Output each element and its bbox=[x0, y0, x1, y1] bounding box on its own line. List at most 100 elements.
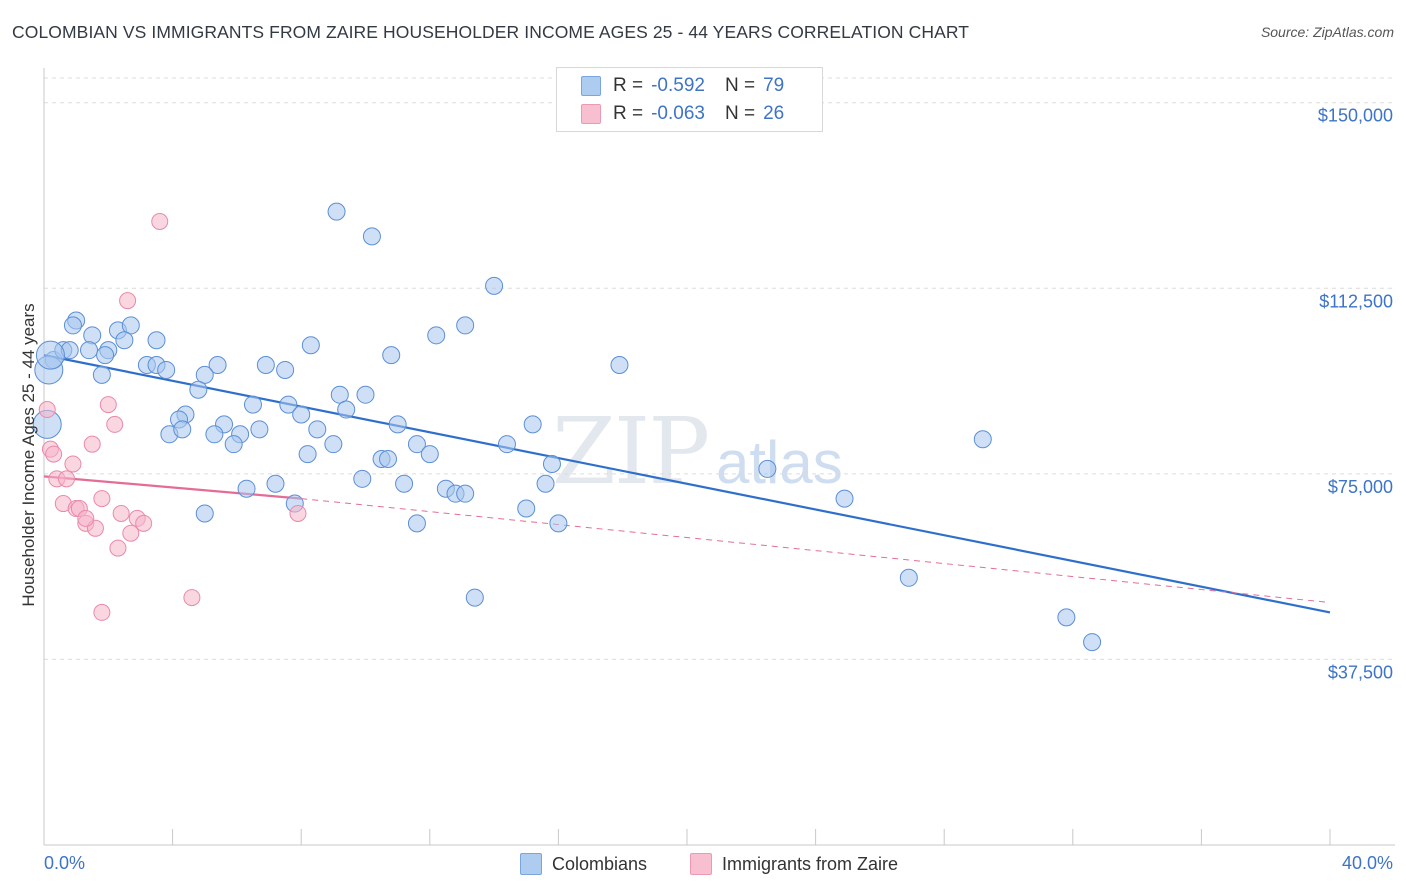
colombian-point bbox=[356, 385, 375, 404]
colombian-point bbox=[835, 489, 854, 508]
zaire-point bbox=[112, 504, 130, 522]
colombian-point bbox=[353, 469, 372, 488]
colombian-point bbox=[456, 316, 475, 335]
trend-lines bbox=[43, 354, 1331, 614]
colombian-point bbox=[279, 395, 298, 414]
watermark-zip: ZIP bbox=[552, 398, 710, 505]
zaire-point bbox=[64, 455, 82, 473]
legend-n-label: N = bbox=[724, 75, 756, 96]
watermark-atlas: atlas bbox=[716, 429, 843, 496]
colombian-point bbox=[96, 346, 115, 365]
zaire-point bbox=[93, 490, 111, 508]
colombian-point bbox=[147, 331, 166, 350]
legend-row-colombians: R = -0.592 N = 79 bbox=[581, 73, 784, 99]
colombian-point bbox=[362, 227, 381, 246]
colombian-point bbox=[465, 588, 484, 607]
legend-n-value: 26 bbox=[763, 103, 785, 124]
colombian-point bbox=[80, 341, 99, 360]
bottom-legend-swatch-pink bbox=[690, 853, 712, 875]
legend-row-zaire: R = -0.063 N = 26 bbox=[581, 101, 784, 127]
colombian-point bbox=[536, 474, 555, 493]
zaire-point bbox=[93, 603, 111, 621]
legend-n-label: N = bbox=[724, 103, 756, 124]
bottom-legend-zaire: Immigrants from Zaire bbox=[690, 852, 898, 876]
colombian-point bbox=[173, 420, 192, 439]
colombian-point bbox=[517, 499, 536, 518]
colombian-point bbox=[330, 385, 349, 404]
zaire-point bbox=[135, 514, 153, 532]
zaire-point bbox=[151, 213, 169, 231]
colombian-point bbox=[35, 340, 65, 370]
bottom-legend-colombians: Colombians bbox=[520, 852, 647, 876]
colombian-point bbox=[276, 360, 295, 379]
grid-lines bbox=[44, 77, 1395, 660]
zaire-trend-extension bbox=[301, 498, 1331, 604]
colombian-point bbox=[899, 568, 918, 587]
colombian-point bbox=[237, 479, 256, 498]
colombian-point bbox=[250, 420, 269, 439]
colombian-point bbox=[205, 425, 224, 444]
zaire-point bbox=[58, 470, 76, 488]
colombian-point bbox=[388, 415, 407, 434]
colombian-point bbox=[497, 435, 516, 454]
legend-r-value: -0.063 bbox=[651, 103, 705, 124]
colombian-point bbox=[485, 276, 504, 295]
zaire-point bbox=[38, 401, 56, 419]
colombian-point bbox=[266, 474, 285, 493]
zaire-trend-line bbox=[43, 475, 302, 500]
colombian-point bbox=[92, 365, 111, 384]
colombian-point bbox=[224, 435, 243, 454]
colombian-point bbox=[427, 326, 446, 345]
y-tick-label: $112,500 bbox=[1319, 291, 1393, 311]
legend-r-value: -0.592 bbox=[651, 75, 705, 96]
colombian-point bbox=[308, 420, 327, 439]
colombian-trend-line bbox=[43, 354, 1331, 614]
legend-box: R = -0.592 N = 79 R = -0.063 N = 26 bbox=[556, 67, 823, 132]
colombian-point bbox=[115, 331, 134, 350]
colombian-point bbox=[301, 336, 320, 355]
colombian-point bbox=[256, 356, 275, 375]
colombian-point bbox=[395, 474, 414, 493]
bottom-legend-swatch-blue bbox=[520, 853, 542, 875]
bottom-legend-label: Colombians bbox=[552, 853, 648, 874]
zaire-point bbox=[77, 509, 95, 527]
zaire-point bbox=[106, 415, 124, 433]
zaire-point bbox=[99, 396, 117, 414]
y-axis-label: Householder Income Ages 25 - 44 years bbox=[19, 303, 38, 606]
colombian-point bbox=[83, 326, 102, 345]
bottom-legend-label: Immigrants from Zaire bbox=[722, 853, 899, 874]
zaire-point bbox=[122, 524, 140, 542]
colombian-point bbox=[542, 454, 561, 473]
x-tick-label: 40.0% bbox=[1342, 853, 1393, 873]
source-label: Source: ZipAtlas.com bbox=[1260, 24, 1394, 40]
legend-r-label: R = bbox=[613, 103, 644, 124]
colombian-point bbox=[63, 316, 82, 335]
colombian-point bbox=[195, 365, 214, 384]
colombian-point bbox=[208, 356, 227, 375]
colombian-point bbox=[337, 400, 356, 419]
zaire-point bbox=[45, 445, 63, 463]
colombian-point bbox=[327, 202, 346, 221]
colombian-point bbox=[407, 435, 426, 454]
y-tick-label: $75,000 bbox=[1328, 477, 1393, 497]
colombian-point bbox=[298, 445, 317, 464]
y-tick-label: $150,000 bbox=[1318, 106, 1393, 126]
zaire-point bbox=[183, 589, 201, 607]
zaire-point bbox=[119, 292, 137, 310]
colombian-point bbox=[973, 430, 992, 449]
zaire-point bbox=[109, 539, 127, 557]
colombian-point bbox=[379, 450, 398, 469]
colombian-point bbox=[610, 356, 629, 375]
chart-title: COLOMBIAN VS IMMIGRANTS FROM ZAIRE HOUSE… bbox=[12, 22, 970, 42]
colombian-point bbox=[1083, 633, 1102, 652]
legend-n-value: 79 bbox=[763, 75, 785, 96]
axes bbox=[43, 68, 1395, 846]
legend-r-label: R = bbox=[613, 75, 644, 96]
colombian-point bbox=[243, 395, 262, 414]
colombian-point bbox=[195, 504, 214, 523]
colombian-point bbox=[456, 484, 475, 503]
zaire-point bbox=[289, 504, 307, 522]
colombian-point bbox=[324, 435, 343, 454]
colombian-point bbox=[157, 360, 176, 379]
